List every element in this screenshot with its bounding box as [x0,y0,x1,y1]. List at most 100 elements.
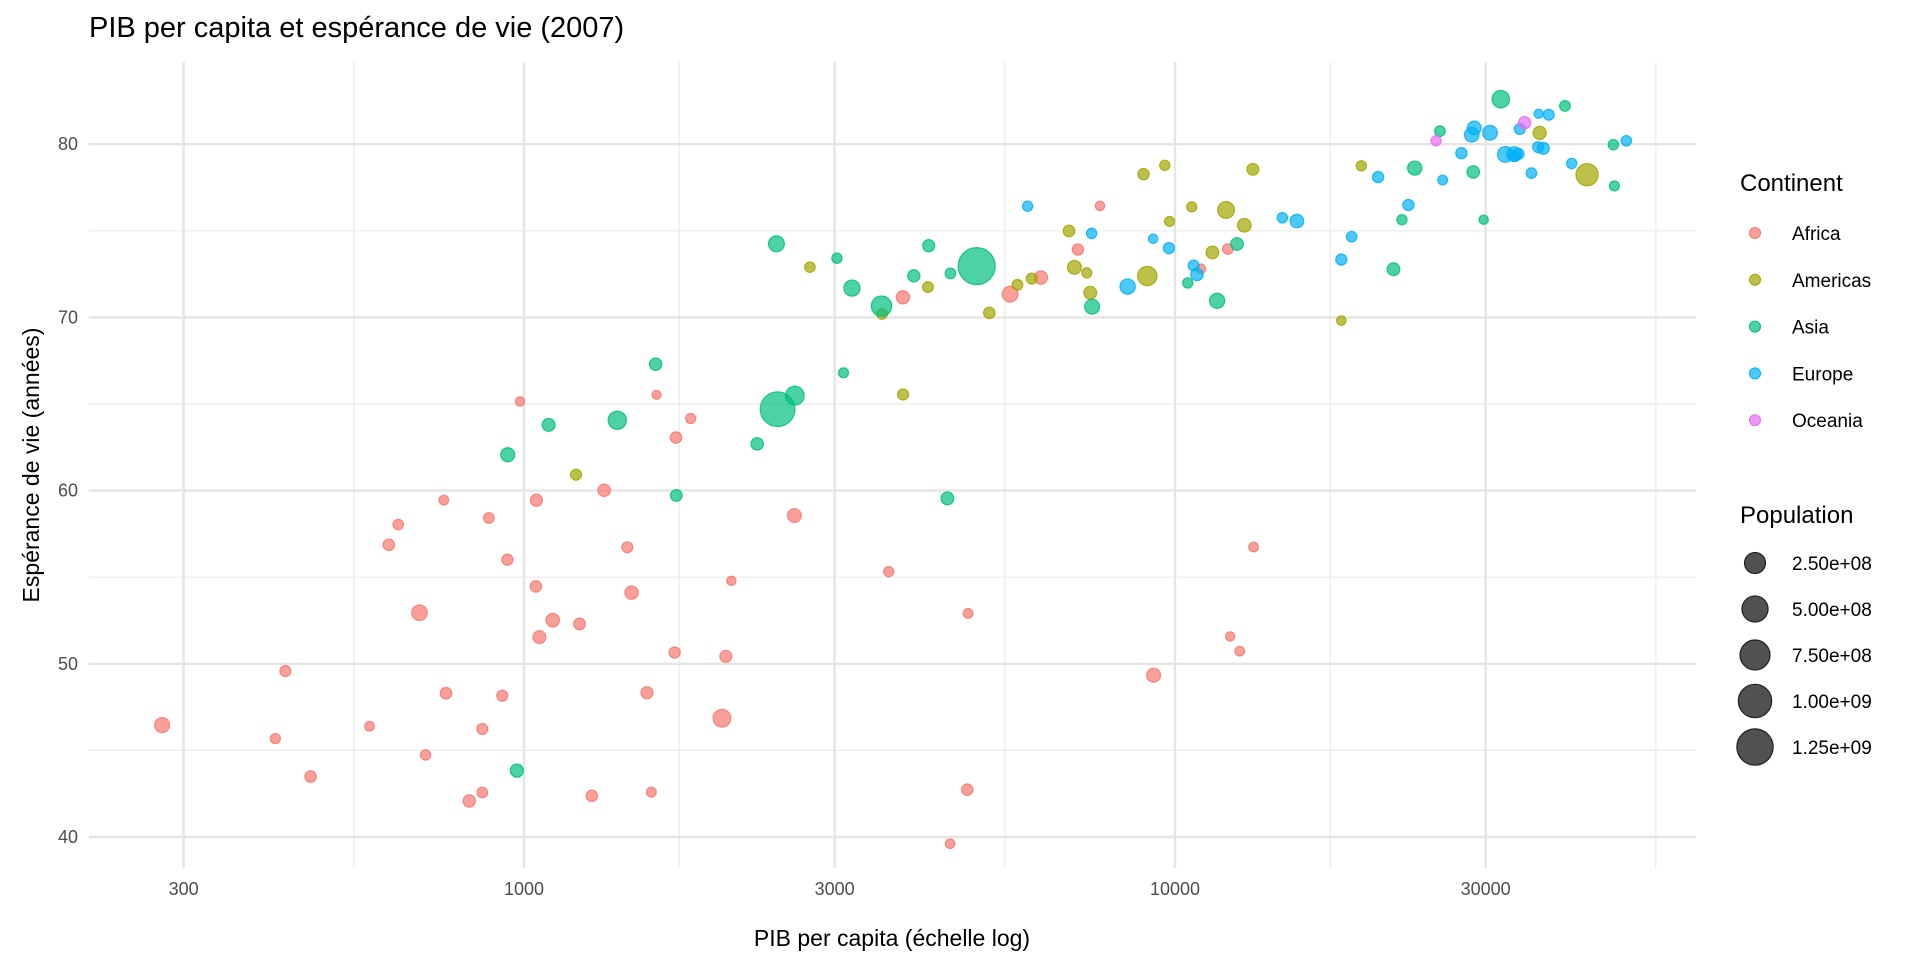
data-point-africa [476,786,489,799]
data-point-africa [786,508,802,524]
data-point-africa [621,541,634,554]
data-point-asia [843,279,861,297]
data-point-europe [1335,253,1348,266]
data-point-africa [651,389,662,400]
data-point-oceania [1430,135,1442,147]
data-point-asia [1433,125,1446,138]
data-point-europe [1525,167,1538,179]
data-point-europe [1482,124,1498,141]
data-point-asia [1208,292,1226,309]
data-point-asia [1607,138,1620,151]
data-point-asia [750,437,764,451]
y-tick-label: 80 [58,134,78,154]
data-point-africa [439,686,453,700]
size-legend-key [1739,639,1771,671]
x-tick-label: 3000 [815,879,855,899]
data-point-asia [648,357,663,371]
size-legend-label: 1.25e+09 [1792,738,1872,759]
data-point-africa [1234,645,1246,657]
y-tick-label: 70 [58,307,78,327]
data-point-asia [541,417,556,432]
data-point-africa [669,431,683,444]
data-point-africa [1146,667,1162,683]
data-point-africa [883,565,895,578]
x-tick-label: 10000 [1150,879,1200,899]
data-point-asia [940,491,955,506]
data-point-asia [1559,99,1571,112]
data-point-europe [1437,174,1449,186]
data-point-europe [1565,157,1578,170]
data-point-europe [1620,134,1633,147]
data-point-africa [482,512,495,524]
data-point-asia [1466,165,1481,179]
data-point-americas [1062,224,1076,238]
data-point-africa [944,838,956,850]
data-point-asia [922,239,936,253]
data-point-africa [712,708,732,728]
data-point-africa [364,720,375,732]
data-point-europe [1345,230,1358,243]
size-legend-label: 2.50e+08 [1792,554,1872,575]
data-point-asia [669,489,683,502]
gridlines [89,62,1696,868]
data-point-africa [962,607,974,619]
data-point-americas [983,306,996,320]
data-point-americas [896,388,910,401]
data-point-americas [1532,125,1547,141]
data-point-asia [831,252,843,264]
size-legend-label: 7.50e+08 [1792,646,1872,667]
data-point-americas [921,281,934,294]
legend-key-oceania [1749,414,1761,427]
chart-title: PIB per capita et espérance de vie (2007… [89,12,624,44]
population-legend-title: Population [1740,502,1853,529]
y-tick-label: 40 [58,827,78,847]
data-point-asia [1386,262,1401,277]
data-point-africa [1094,200,1106,212]
data-point-africa [501,553,514,566]
data-point-oceania [1517,116,1532,130]
data-point-americas [1083,285,1098,300]
data-point-africa [645,786,657,798]
data-point-africa [545,612,561,628]
data-point-americas [1205,245,1220,260]
population-legend: Population 2.50e+08 5.00e+08 7.50e+08 1.00e… [1736,502,1872,766]
data-point-africa [382,538,396,552]
data-point-europe [1542,108,1555,121]
data-point-asia [509,763,524,778]
x-axis-title: PIB per capita (échelle log) [754,925,1030,951]
data-point-africa [640,686,654,700]
legend-label-europe: Europe [1792,364,1853,385]
data-point-americas [1236,217,1252,233]
data-point-africa [476,722,489,736]
data-point-africa [719,649,733,663]
x-axis-ticks: 300 1000 3000 10000 30000 [169,879,1511,899]
size-legend-key [1736,728,1774,766]
data-point-asia [1182,277,1194,289]
data-point-africa [462,794,476,808]
data-point-europe [1085,227,1098,240]
data-point-americas [569,468,583,481]
data-point-asia [1608,180,1620,192]
data-point-africa [1071,243,1085,256]
data-point-africa [685,412,697,425]
data-point-africa [726,575,737,587]
data-point-asia [607,410,628,430]
x-tick-label: 300 [169,879,199,899]
data-point-europe [1289,213,1305,229]
data-point-asia [1478,214,1489,225]
data-point-europe [1119,278,1136,295]
data-point-asia [784,385,805,406]
data-point-africa [597,483,611,498]
data-point-africa [279,665,292,678]
size-legend-label: 5.00e+08 [1792,600,1872,621]
data-point-africa [573,617,586,631]
data-point-asia [1491,89,1511,109]
data-point-europe [1402,198,1415,212]
data-point-asia [870,295,893,317]
data-point-americas [1246,162,1260,176]
data-point-africa [668,646,681,659]
data-point-europe [1533,108,1544,119]
data-point-americas [1355,160,1368,172]
data-point-africa [514,396,526,407]
